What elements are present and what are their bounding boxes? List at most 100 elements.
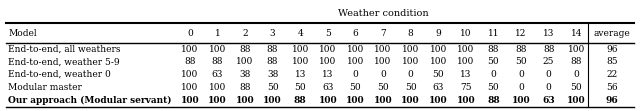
Text: 100: 100 — [429, 57, 447, 66]
Text: 96: 96 — [606, 45, 618, 54]
Text: 100: 100 — [374, 57, 392, 66]
Text: End-to-end, all weathers: End-to-end, all weathers — [8, 45, 121, 54]
Text: 10: 10 — [460, 29, 472, 38]
Text: 11: 11 — [488, 29, 499, 38]
Text: 100: 100 — [347, 45, 364, 54]
Text: 100: 100 — [567, 96, 586, 105]
Text: 0: 0 — [408, 70, 413, 79]
Text: 88: 88 — [294, 96, 307, 105]
Text: 88: 88 — [267, 57, 278, 66]
Text: 63: 63 — [542, 96, 555, 105]
Text: 3: 3 — [270, 29, 275, 38]
Text: 22: 22 — [606, 70, 618, 79]
Text: 96: 96 — [605, 96, 618, 105]
Text: End-to-end, weather 5-9: End-to-end, weather 5-9 — [8, 57, 120, 66]
Text: 0: 0 — [518, 83, 524, 92]
Text: 100: 100 — [319, 96, 337, 105]
Text: 100: 100 — [181, 70, 198, 79]
Text: 88: 88 — [212, 57, 223, 66]
Text: 50: 50 — [570, 83, 582, 92]
Text: 100: 100 — [457, 45, 474, 54]
Text: 100: 100 — [181, 83, 198, 92]
Text: 63: 63 — [433, 83, 444, 92]
Text: 50: 50 — [405, 83, 417, 92]
Text: 88: 88 — [239, 45, 251, 54]
Text: 88: 88 — [488, 45, 499, 54]
Text: 50: 50 — [433, 70, 444, 79]
Text: 100: 100 — [512, 96, 531, 105]
Text: average: average — [593, 29, 630, 38]
Text: 100: 100 — [209, 45, 226, 54]
Text: 100: 100 — [402, 57, 419, 66]
Text: 13: 13 — [543, 29, 554, 38]
Text: 50: 50 — [349, 83, 361, 92]
Text: 88: 88 — [543, 45, 554, 54]
Text: 50: 50 — [294, 83, 306, 92]
Text: 1: 1 — [214, 29, 220, 38]
Text: 12: 12 — [515, 29, 527, 38]
Text: Model: Model — [8, 29, 37, 38]
Text: 100: 100 — [292, 57, 309, 66]
Text: 2: 2 — [242, 29, 248, 38]
Text: 100: 100 — [181, 45, 198, 54]
Text: 50: 50 — [488, 57, 499, 66]
Text: 50: 50 — [267, 83, 278, 92]
Text: 6: 6 — [353, 29, 358, 38]
Text: 0: 0 — [573, 70, 579, 79]
Text: 100: 100 — [236, 57, 253, 66]
Text: 100: 100 — [347, 57, 364, 66]
Text: 14: 14 — [570, 29, 582, 38]
Text: 13: 13 — [294, 70, 306, 79]
Text: 50: 50 — [515, 57, 527, 66]
Text: 56: 56 — [606, 83, 618, 92]
Text: Modular master: Modular master — [8, 83, 82, 92]
Text: 85: 85 — [606, 57, 618, 66]
Text: 5: 5 — [325, 29, 331, 38]
Text: 100: 100 — [568, 45, 585, 54]
Text: 63: 63 — [322, 83, 333, 92]
Text: 100: 100 — [209, 83, 226, 92]
Text: 7: 7 — [380, 29, 386, 38]
Text: 88: 88 — [570, 57, 582, 66]
Text: 88: 88 — [515, 45, 527, 54]
Text: 50: 50 — [488, 83, 499, 92]
Text: 50: 50 — [377, 83, 389, 92]
Text: 88: 88 — [239, 83, 251, 92]
Text: 88: 88 — [184, 57, 196, 66]
Text: 88: 88 — [487, 96, 500, 105]
Text: 88: 88 — [267, 45, 278, 54]
Text: Our approach (Modular servant): Our approach (Modular servant) — [8, 96, 172, 105]
Text: 100: 100 — [346, 96, 365, 105]
Text: 0: 0 — [353, 70, 358, 79]
Text: 38: 38 — [267, 70, 278, 79]
Text: 0: 0 — [546, 83, 552, 92]
Text: 13: 13 — [460, 70, 472, 79]
Text: 0: 0 — [491, 70, 497, 79]
Text: 100: 100 — [402, 45, 419, 54]
Text: 100: 100 — [208, 96, 227, 105]
Text: 75: 75 — [460, 83, 472, 92]
Text: 63: 63 — [212, 70, 223, 79]
Text: 100: 100 — [292, 45, 309, 54]
Text: Weather condition: Weather condition — [338, 9, 428, 18]
Text: 13: 13 — [322, 70, 333, 79]
Text: 100: 100 — [236, 96, 254, 105]
Text: 100: 100 — [429, 96, 447, 105]
Text: 100: 100 — [456, 96, 475, 105]
Text: 100: 100 — [401, 96, 420, 105]
Text: 100: 100 — [374, 45, 392, 54]
Text: 100: 100 — [319, 57, 337, 66]
Text: 0: 0 — [187, 29, 193, 38]
Text: 4: 4 — [298, 29, 303, 38]
Text: 100: 100 — [319, 45, 337, 54]
Text: 8: 8 — [408, 29, 413, 38]
Text: 100: 100 — [457, 57, 474, 66]
Text: 100: 100 — [374, 96, 392, 105]
Text: 100: 100 — [263, 96, 282, 105]
Text: 100: 100 — [180, 96, 199, 105]
Text: 100: 100 — [429, 45, 447, 54]
Text: 9: 9 — [435, 29, 441, 38]
Text: 38: 38 — [239, 70, 251, 79]
Text: End-to-end, weather 0: End-to-end, weather 0 — [8, 70, 111, 79]
Text: 25: 25 — [543, 57, 554, 66]
